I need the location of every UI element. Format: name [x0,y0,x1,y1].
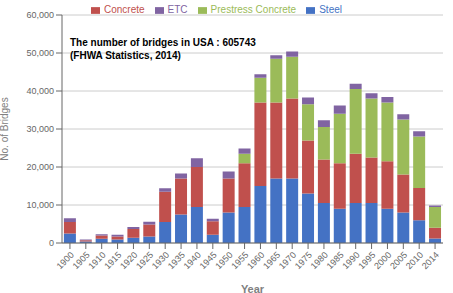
svg-text:30,000: 30,000 [26,124,54,134]
svg-text:2010: 2010 [403,249,426,272]
html-text:Prestress Concrete: Prestress Concrete [210,4,297,15]
svg-text:1910: 1910 [86,249,108,272]
svg-text:1950: 1950 [213,249,235,272]
svg-text:1960: 1960 [245,249,267,272]
html-text:Steel: Steel [319,4,342,15]
svg-text:1970: 1970 [276,249,299,272]
svg-text:20,000: 20,000 [26,162,54,172]
svg-text:1920: 1920 [118,249,140,272]
svg-text:1990: 1990 [340,249,362,272]
svg-text:1905: 1905 [70,249,92,272]
svg-text:1985: 1985 [324,249,346,272]
svg-text:1945: 1945 [197,249,219,272]
html-text:Concrete: Concrete [104,4,145,15]
svg-text:1955: 1955 [229,249,251,272]
html-text:The number of bridges in USA :: The number of bridges in USA : 605743 [70,37,256,48]
svg-text:1900: 1900 [54,249,76,272]
svg-text:No. of Bridges: No. of Bridges [8,97,10,160]
svg-text:1965: 1965 [261,249,283,272]
svg-text:1935: 1935 [165,249,187,272]
svg-text:Year: Year [241,283,265,293]
svg-text:1940: 1940 [181,249,203,272]
svg-text:1995: 1995 [356,249,378,272]
svg-text:0: 0 [49,238,54,248]
svg-text:10,000: 10,000 [26,200,54,210]
svg-text:2000: 2000 [372,249,394,272]
svg-text:1980: 1980 [308,249,330,272]
svg-text:1930: 1930 [149,249,172,272]
html-text:(FHWA Statistics, 2014): (FHWA Statistics, 2014) [70,50,181,61]
svg-text:1975: 1975 [292,249,314,272]
svg-text:2005: 2005 [388,249,410,272]
svg-text:1915: 1915 [102,249,124,272]
svg-text:1925: 1925 [134,249,156,272]
svg-text:2014: 2014 [420,250,441,271]
html-text:ETC: ETC [167,4,188,15]
svg-text:60,000: 60,000 [26,10,54,20]
svg-text:40,000: 40,000 [26,86,54,96]
svg-text:50,000: 50,000 [26,48,54,58]
